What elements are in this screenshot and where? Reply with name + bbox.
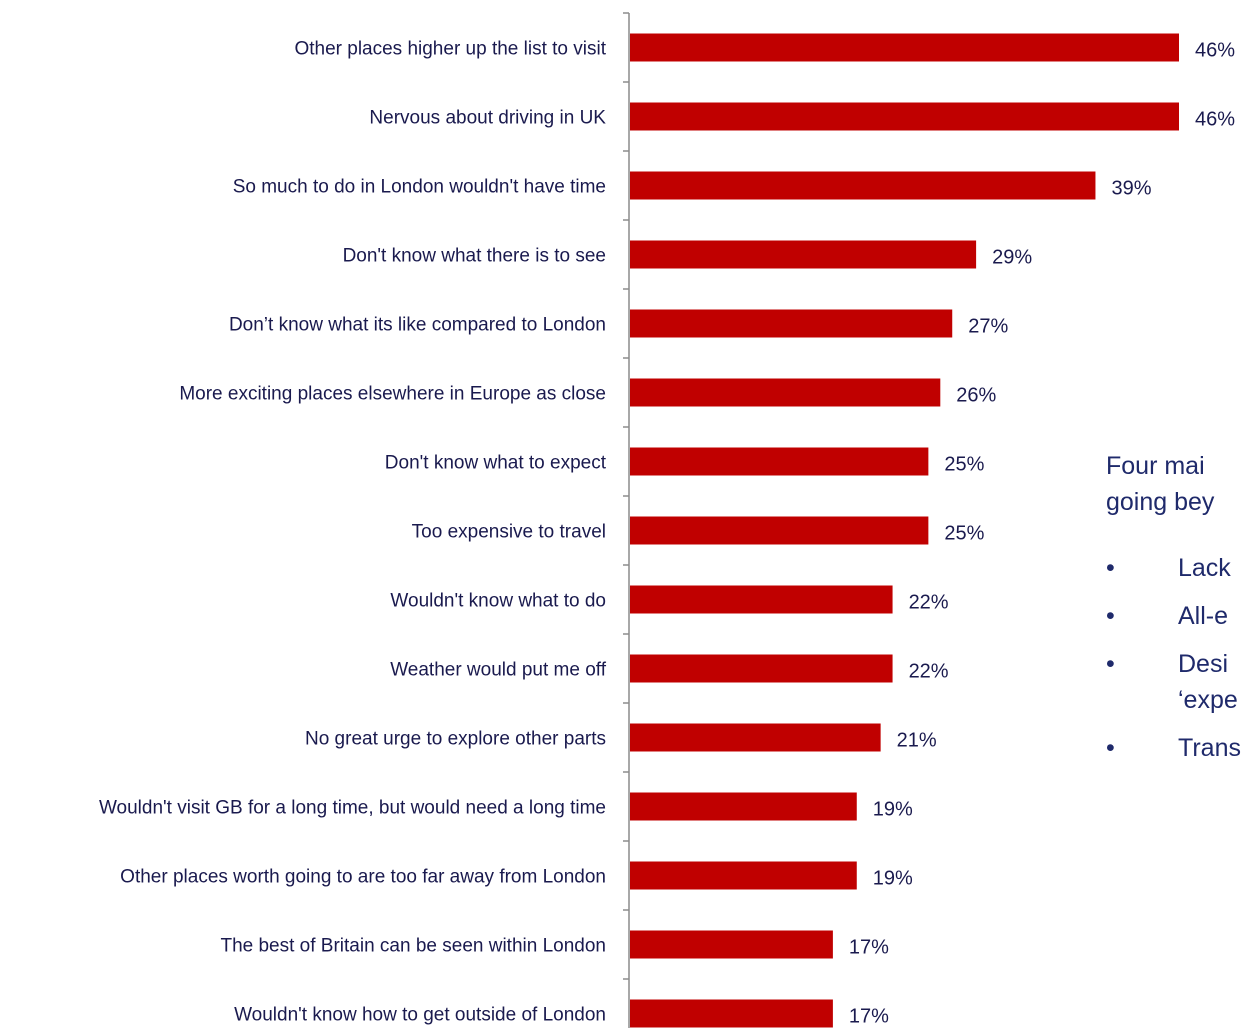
category-labels: Other places higher up the list to visit… [99,39,607,1026]
bar [630,930,833,959]
value-label: 27% [968,316,1008,338]
value-labels: 46% 46% 39% 29% 27% 26% 25% 25% 22% 22% 21% 19% 19% 1… [849,40,1235,1028]
commentary-intro-line-2: going bey [1106,488,1215,516]
category-label: No great urge to explore other parts [305,729,606,750]
category-label: Nervous about driving in UK [369,108,606,129]
category-label: Wouldn't visit GB for a long time, but w… [99,798,606,819]
value-label: 46% [1195,40,1235,62]
commentary-bullet-text: Desi [1178,650,1229,678]
category-label: Wouldn't know what to do [390,591,606,612]
commentary-bullet-item: • Lack [1106,550,1243,586]
bullet-dot-icon: • [1106,554,1115,582]
category-label: Other places worth going to are too far … [120,867,606,888]
bar [630,723,881,752]
commentary-bullet-text: All-e [1178,602,1229,630]
bar [630,240,977,269]
commentary-bullet-item: • Trans [1106,730,1243,766]
value-label: 17% [849,937,889,959]
value-label: 29% [992,247,1032,269]
category-label: Don't know what there is to see [343,246,606,267]
value-label: 21% [897,730,937,752]
category-label: Don't know what to expect [385,453,607,474]
commentary-intro-line-1: Four mai [1106,452,1205,480]
bar [630,999,833,1028]
commentary-text: Four mai going bey • Lack • All-e • Desi… [1106,448,1243,778]
value-label: 22% [909,661,949,683]
commentary-intro: Four mai going bey [1106,448,1243,520]
value-label: 46% [1195,109,1235,131]
bullet-dot-icon: • [1106,650,1115,678]
value-label: 22% [909,592,949,614]
value-label: 19% [873,868,913,890]
commentary-bullet-list: • Lack • All-e • Desi ‘expe • Trans [1106,550,1243,766]
value-label: 19% [873,799,913,821]
commentary-bullet-text: ‘expe [1178,686,1238,714]
value-label: 25% [944,454,984,476]
bar [630,102,1179,131]
bar [630,861,857,890]
bullet-dot-icon: • [1106,734,1115,762]
commentary-bullet-text: Trans [1178,734,1241,762]
category-label: Weather would put me off [390,660,607,681]
category-label: Don’t know what its like compared to Lon… [229,315,606,336]
commentary-bullet-text: Lack [1178,554,1231,582]
value-label: 25% [944,523,984,545]
bar [630,792,857,821]
bar [630,171,1096,200]
bar [630,309,953,338]
bar [630,654,893,683]
bar-series [630,33,1179,1028]
bar [630,585,893,614]
category-label: Wouldn't know how to get outside of Lond… [234,1005,606,1026]
bullet-dot-icon: • [1106,602,1115,630]
value-label: 39% [1111,178,1151,200]
commentary-bullet-item: • All-e [1106,598,1243,634]
category-label: More exciting places elsewhere in Europe… [179,384,606,405]
bar [630,378,941,407]
category-axis [623,12,630,1028]
category-label: So much to do in London wouldn't have ti… [233,177,606,198]
value-label: 26% [956,385,996,407]
bar [630,447,929,476]
category-label: The best of Britain can be seen within L… [220,936,606,957]
category-label: Too expensive to travel [412,522,606,543]
value-label: 17% [849,1006,889,1028]
commentary-bullet-item: • Desi ‘expe [1106,646,1243,718]
bar [630,33,1179,62]
category-label: Other places higher up the list to visit [294,39,606,60]
bar [630,516,929,545]
